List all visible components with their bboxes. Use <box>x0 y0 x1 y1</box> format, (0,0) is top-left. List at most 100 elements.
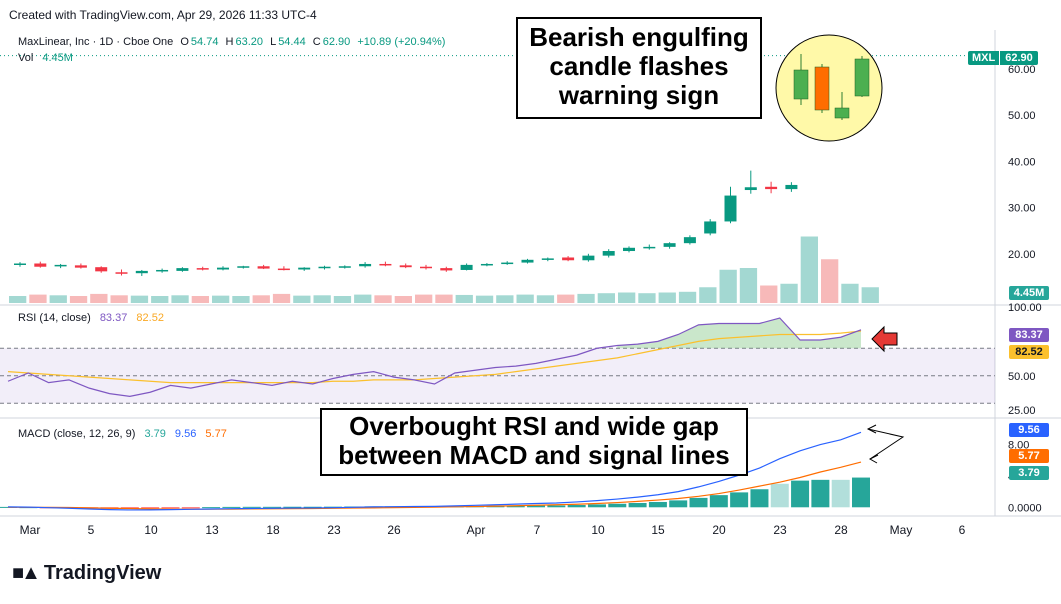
candle-body <box>95 267 108 272</box>
zoom-candle-body <box>854 58 870 97</box>
candle-body <box>785 184 798 190</box>
volume-bar <box>212 295 230 303</box>
macd-histogram-bar <box>587 504 606 508</box>
rsi-tick-label: 100.00 <box>1008 302 1042 314</box>
volume-bar <box>49 295 67 303</box>
volume-tag: 4.45M <box>1009 286 1049 300</box>
candle-body <box>14 263 26 265</box>
time-tick-label: Mar <box>20 523 41 537</box>
rsi-legend: RSI (14, close) 83.37 82.52 <box>18 312 166 324</box>
rsi-arrow-annotation <box>871 325 898 353</box>
volume-bar <box>800 236 818 303</box>
macd-gap-arrowhead-top <box>866 424 877 434</box>
engulfing-callout: Bearish engulfing candle flashes warning… <box>516 17 762 119</box>
candle-body <box>135 270 148 274</box>
macd-histogram-bar <box>202 507 221 509</box>
engulfing-callout-line-1: Bearish engulfing <box>529 22 749 52</box>
candle-body <box>724 195 737 222</box>
engulfing-callout-line-3: warning sign <box>558 80 720 111</box>
macd-histogram-bar <box>750 489 769 508</box>
volume-bar <box>516 294 534 303</box>
time-tick-label: 23 <box>773 523 787 537</box>
rsi-tag: 83.37 <box>1009 328 1049 342</box>
candle-body <box>156 269 169 272</box>
rsi-callout-line-2: between MACD and signal lines <box>338 440 730 471</box>
volume-bar <box>658 292 676 303</box>
macd-histogram-bar <box>831 479 850 508</box>
chart-credit: Created with TradingView.com, Apr 29, 20… <box>9 8 317 22</box>
volume-bar <box>354 294 372 303</box>
macd-histogram-bar <box>242 506 261 508</box>
candle-body <box>359 263 372 267</box>
candle-body <box>541 258 554 260</box>
signal-tag: 5.77 <box>1009 449 1049 463</box>
candle-body <box>683 237 696 244</box>
candle-body <box>399 265 412 268</box>
macd-line-value: 9.56 <box>174 428 197 440</box>
macd-legend: MACD (close, 12, 26, 9) 3.79 9.56 5.77 <box>18 428 229 440</box>
time-tick-label: 7 <box>534 523 541 537</box>
volume-bar <box>415 294 433 303</box>
price-tick-label: 60.00 <box>1008 64 1036 76</box>
high-value: 63.20 <box>235 36 263 48</box>
macd-histogram-bar <box>770 483 789 508</box>
tradingview-logo: ■▲ TradingView <box>12 562 161 585</box>
rsi-name: RSI (14, close) <box>18 312 91 324</box>
macd-tick-label: 8.00 <box>1008 440 1029 452</box>
ticker-tag: MXL <box>968 51 1001 65</box>
volume-bar <box>435 294 453 303</box>
candle-body <box>501 262 514 265</box>
volume-bar <box>171 295 189 303</box>
macd-signal-line <box>8 461 862 510</box>
macd-histogram-bar <box>791 480 810 508</box>
macd-gap-annotation <box>867 428 905 460</box>
candle-body <box>176 268 189 271</box>
candle-body <box>420 266 432 269</box>
macd-histogram-bar <box>628 502 647 508</box>
candle-body <box>298 267 311 270</box>
candle-body <box>237 266 250 268</box>
volume-bar <box>90 293 108 303</box>
candle-body <box>602 251 615 256</box>
candle-body <box>521 259 534 263</box>
time-tick-label: 18 <box>266 523 280 537</box>
volume-bar <box>272 293 291 303</box>
open-label: O <box>180 36 189 48</box>
volume-bar <box>780 283 798 303</box>
volume-bar <box>841 283 859 303</box>
time-tick-label: 23 <box>327 523 341 537</box>
volume-bar <box>69 296 88 303</box>
time-tick-label: 6 <box>959 523 966 537</box>
macd-histogram-bar <box>263 506 282 508</box>
macd-hist-value: 3.79 <box>144 428 166 440</box>
rsi-value: 83.37 <box>99 312 128 324</box>
rsi-ma-line <box>7 330 862 384</box>
engulfing-callout-line-2: candle flashes <box>549 51 729 82</box>
volume-bar <box>821 259 839 303</box>
macd-tag: 9.56 <box>1009 423 1049 437</box>
candle-body <box>704 221 717 234</box>
candle-body <box>765 186 778 190</box>
volume-bar <box>151 296 169 303</box>
close-label: C <box>312 36 321 48</box>
candle-body <box>115 272 128 274</box>
volume-value: 4.45M <box>42 52 73 64</box>
macd-histogram-bar <box>506 505 525 508</box>
volume-bar <box>699 287 717 303</box>
time-tick-label: 28 <box>834 523 848 537</box>
volume-bar <box>618 292 636 303</box>
rsi-ma-tag: 82.52 <box>1009 345 1049 359</box>
volume-legend: Vol 4.45M <box>18 52 75 64</box>
macd-histogram-bar <box>527 505 546 508</box>
candle-body <box>480 263 493 266</box>
price-tick-label: 30.00 <box>1008 203 1036 215</box>
macd-histogram-bar <box>730 492 749 508</box>
close-value: 62.90 <box>322 36 351 48</box>
volume-bar <box>475 295 494 303</box>
time-tick-label: 26 <box>387 523 401 537</box>
candle-body <box>623 247 635 252</box>
candle-body <box>643 246 656 249</box>
volume-bar <box>861 287 879 303</box>
macd-histogram-bar <box>283 506 302 508</box>
